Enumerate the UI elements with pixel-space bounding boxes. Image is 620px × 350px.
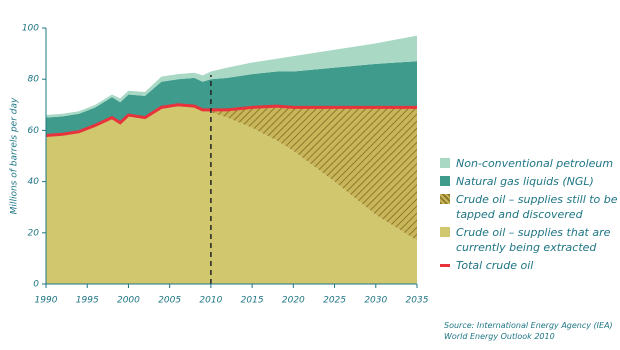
legend-item: Natural gas liquids (NGL): [440, 174, 618, 189]
x-tick-label: 2020: [282, 296, 305, 306]
legend-item: Total crude oil: [440, 258, 618, 273]
legend: Non-conventional petroleum Natural gas li…: [440, 156, 618, 276]
y-tick-label: 40: [28, 177, 40, 187]
legend-item: Non-conventional petroleum: [440, 156, 618, 171]
legend-item: Crude oil – supplies still to be tapped …: [440, 192, 618, 222]
x-tick-label: 2010: [199, 296, 222, 306]
x-tick-label: 2035: [406, 296, 429, 306]
area: [46, 35, 417, 118]
legend-swatch: [440, 264, 450, 267]
area: [46, 104, 417, 284]
legend-label: Crude oil – supplies still to be tapped …: [456, 193, 618, 221]
y-tick-label: 20: [28, 228, 40, 238]
y-tick-label: 60: [28, 126, 40, 136]
x-tick-label: 2030: [364, 296, 387, 306]
legend-label: Natural gas liquids (NGL): [456, 175, 594, 188]
legend-swatch: [440, 227, 450, 237]
source-line: Source: International Energy Agency (IEA…: [444, 321, 613, 330]
legend-swatch: [440, 194, 450, 204]
x-tick-label: 1995: [76, 296, 99, 306]
legend-label: Total crude oil: [456, 259, 534, 272]
x-tick-label: 2015: [241, 296, 264, 306]
x-tick-label: 2000: [117, 296, 140, 306]
y-tick-label: 80: [28, 75, 40, 85]
area: [46, 104, 417, 241]
legend-swatch: [440, 158, 450, 168]
y-tick-label: 100: [22, 24, 39, 34]
x-tick-label: 1990: [35, 296, 58, 306]
legend-label: Non-conventional petroleum: [456, 157, 614, 170]
legend-swatch: [440, 176, 450, 186]
y-axis-label: Millions of barrels per day: [10, 97, 20, 214]
y-tick-label: 0: [33, 280, 39, 290]
x-tick-label: 2025: [323, 296, 346, 306]
source-line: World Energy Outlook 2010: [444, 332, 555, 341]
legend-label: Crude oil – supplies that are currently …: [456, 226, 611, 254]
x-tick-label: 2005: [158, 296, 181, 306]
area: [46, 61, 417, 136]
legend-item: Crude oil – supplies that are currently …: [440, 225, 618, 255]
source: Source: International Energy Agency (IEA…: [444, 320, 613, 342]
total-line: [45, 103, 417, 138]
